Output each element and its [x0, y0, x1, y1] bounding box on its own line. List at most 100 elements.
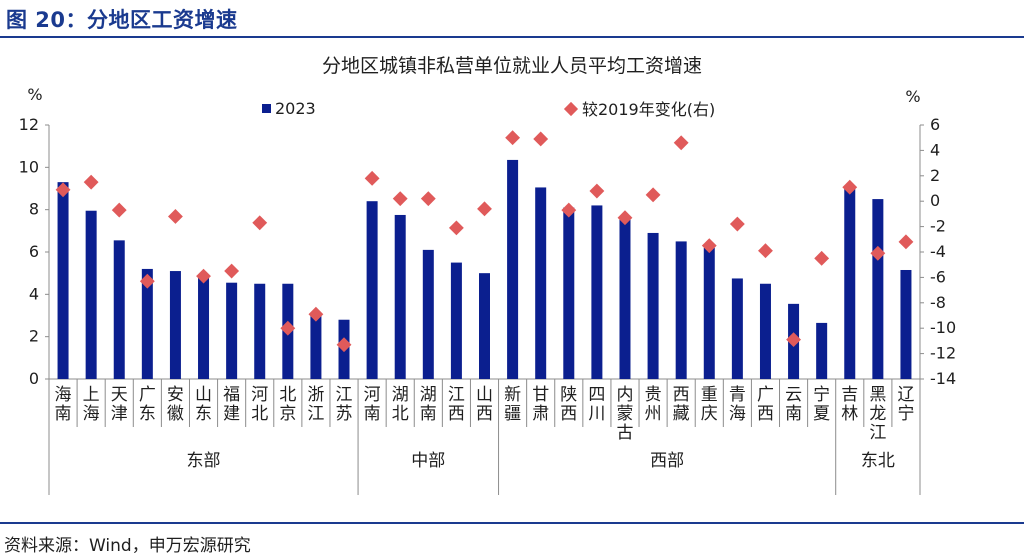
bar — [731, 278, 743, 379]
top-rule — [0, 36, 1024, 38]
category-label: 甘 — [532, 385, 549, 405]
category-label: 西 — [448, 404, 465, 424]
bar — [759, 283, 771, 379]
data-point — [786, 332, 801, 348]
category-label: 重 — [701, 385, 718, 405]
category-label: 海 — [729, 404, 746, 424]
bar-series-2023 — [57, 159, 912, 379]
bar — [816, 322, 828, 379]
data-point — [617, 210, 633, 226]
category-label: 龙 — [869, 404, 886, 424]
category-label: 西 — [757, 404, 774, 424]
chart: 024681012-14-12-10-8-6-4-20246海南上海天津广东安徽… — [19, 55, 956, 495]
bar — [366, 201, 378, 379]
category-label: 苏 — [336, 404, 353, 424]
legend-swatch-change — [563, 101, 579, 117]
left-tick-label: 0 — [29, 369, 39, 388]
category-label: 夏 — [813, 404, 830, 424]
category-label: 南 — [420, 404, 437, 424]
category-label: 宁 — [897, 404, 914, 424]
data-point — [758, 243, 773, 259]
category-label: 山 — [476, 385, 493, 405]
category-label: 天 — [111, 385, 128, 405]
data-point — [224, 263, 240, 279]
bar — [535, 187, 547, 379]
bar — [422, 249, 434, 379]
left-tick-label: 6 — [29, 242, 39, 261]
right-tick-label: 6 — [930, 115, 940, 134]
left-tick-label: 10 — [19, 157, 39, 176]
data-point — [111, 202, 127, 218]
right-tick-label: 0 — [930, 191, 940, 210]
category-label: 南 — [364, 404, 381, 424]
category-label: 东 — [195, 404, 212, 424]
left-axis-unit: % — [27, 85, 42, 104]
data-point — [196, 268, 211, 284]
category-label: 江 — [448, 385, 465, 405]
category-label: 南 — [55, 404, 72, 424]
bar — [198, 275, 210, 379]
category-label: 西 — [673, 385, 690, 405]
legend: 2023 较2019年变化(右) — [262, 99, 715, 119]
category-label: 宁 — [813, 385, 830, 405]
category-label: 湖 — [392, 385, 409, 405]
right-tick-label: -12 — [930, 344, 956, 363]
figure-title: 图 20：分地区工资增速 — [6, 8, 238, 32]
category-label: 广 — [139, 385, 156, 405]
category-label: 西 — [476, 404, 493, 424]
category-label: 辽 — [897, 385, 914, 405]
data-point — [814, 250, 830, 266]
category-label: 北 — [392, 404, 409, 424]
data-point — [701, 238, 717, 254]
category-label: 津 — [111, 404, 128, 424]
category-label: 广 — [757, 385, 774, 405]
category-label: 浙 — [307, 385, 324, 405]
category-label: 京 — [279, 404, 296, 424]
right-tick-label: 2 — [930, 166, 940, 185]
category-label: 南 — [785, 404, 802, 424]
data-point — [392, 191, 408, 207]
category-label: 海 — [55, 385, 72, 405]
bar — [844, 188, 856, 379]
data-point — [898, 234, 914, 250]
data-point — [308, 306, 324, 322]
category-label: 青 — [729, 385, 746, 405]
bar — [169, 271, 181, 379]
category-label: 川 — [588, 404, 605, 424]
category-label: 河 — [364, 385, 381, 405]
category-label: 河 — [251, 385, 268, 405]
data-point — [645, 187, 661, 203]
data-point — [673, 135, 689, 151]
right-tick-label: -8 — [930, 293, 946, 312]
legend-swatch-2023 — [262, 104, 271, 113]
category-label: 疆 — [504, 404, 521, 424]
bar — [310, 313, 322, 379]
data-point — [364, 170, 380, 186]
scatter-series-change-vs-2019 — [55, 130, 914, 353]
left-tick-label: 12 — [19, 115, 39, 134]
category-label: 林 — [841, 404, 858, 424]
bar — [507, 159, 519, 379]
data-point — [139, 273, 155, 289]
data-point — [252, 215, 268, 231]
legend-label-2023: 2023 — [275, 99, 316, 118]
category-label: 西 — [560, 404, 577, 424]
right-tick-label: -4 — [930, 242, 946, 261]
bar — [591, 205, 603, 379]
category-label: 北 — [279, 385, 296, 405]
category-label: 北 — [251, 404, 268, 424]
category-label: 古 — [616, 423, 633, 443]
data-point — [870, 245, 886, 261]
right-tick-label: -10 — [930, 318, 956, 337]
right-axis-unit: % — [905, 87, 920, 106]
bar — [226, 282, 238, 379]
bar — [254, 283, 266, 379]
data-point — [561, 202, 577, 218]
right-tick-label: 4 — [930, 140, 940, 159]
category-label: 江 — [336, 385, 353, 405]
group-label: 西部 — [650, 451, 684, 471]
category-label: 东 — [139, 404, 156, 424]
data-point — [477, 201, 492, 217]
category-label: 四 — [588, 385, 605, 405]
right-tick-label: -2 — [930, 217, 946, 236]
